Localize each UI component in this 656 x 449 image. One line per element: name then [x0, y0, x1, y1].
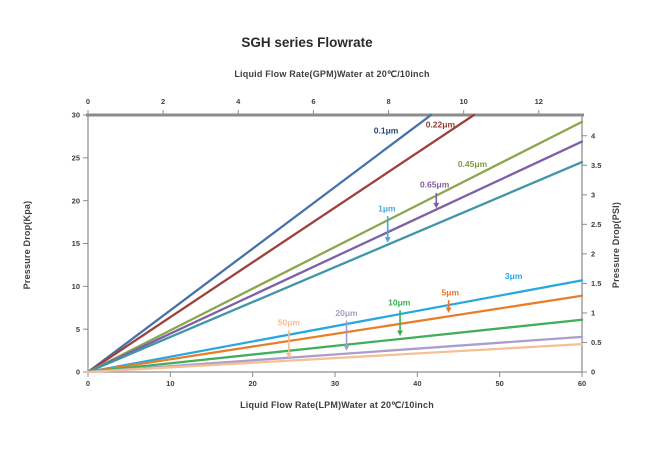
series-line-20μm — [86, 335, 584, 374]
left-tick-label-5: 5 — [76, 325, 80, 334]
bottom-tick-label-0: 0 — [86, 379, 90, 388]
right-tick-label-3.5: 3.5 — [591, 161, 601, 170]
right-tick-label-1: 1 — [591, 309, 595, 318]
top-tick-label-8: 8 — [386, 97, 390, 106]
series-line-0.1μm — [86, 113, 433, 374]
bottom-tick-label-10: 10 — [166, 379, 174, 388]
top-tick-label-0: 0 — [86, 97, 90, 106]
bottom-axis-label: Liquid Flow Rate(LPM)Water at 20℃/10inch — [240, 400, 434, 410]
left-tick-label-20: 20 — [72, 196, 80, 205]
series-label-1μm: 1μm — [378, 203, 396, 213]
series-label-50μm: 50μm — [278, 318, 301, 328]
series-arrow-head-20μm — [343, 345, 350, 351]
series-arrow-head-1μm — [384, 237, 391, 243]
top-tick-label-6: 6 — [311, 97, 315, 106]
left-tick-label-30: 30 — [72, 111, 80, 120]
top-axis-label: Liquid Flow Rate(GPM)Water at 20℃/10inch — [234, 69, 429, 79]
bottom-tick-label-50: 50 — [495, 379, 503, 388]
top-tick-label-10: 10 — [459, 97, 467, 106]
right-tick-label-2: 2 — [591, 249, 595, 258]
right-tick-label-1.5: 1.5 — [591, 279, 601, 288]
series-arrow-head-5μm — [445, 307, 452, 313]
right-tick-label-0: 0 — [591, 368, 595, 377]
right-axis-label: Pressure Drop(PSI) — [611, 202, 621, 288]
series-line-0.65μm — [86, 140, 584, 374]
series-line-1μm — [86, 160, 584, 374]
series-line-0.45μm — [86, 120, 584, 374]
chart-title: SGH series Flowrate — [241, 35, 373, 50]
bottom-tick-label-20: 20 — [248, 379, 256, 388]
series-line-3μm — [86, 279, 584, 374]
top-tick-label-12: 12 — [535, 97, 543, 106]
series-arrow-head-10μm — [397, 330, 404, 337]
series-label-20μm: 20μm — [335, 308, 358, 318]
series-line-0.22μm — [86, 113, 476, 374]
series-label-0.22μm: 0.22μm — [426, 119, 456, 129]
series-label-3μm: 3μm — [505, 271, 523, 281]
left-axis-label: Pressure Drop(Kpa) — [22, 201, 32, 290]
series-annotations: 0.1μm 0.22μm 0.45μm 0.65μm 1μm 3μm 5μm 10μm 20μm… — [278, 119, 523, 359]
right-tick-label-2.5: 2.5 — [591, 220, 601, 229]
top-tick-label-4: 4 — [236, 97, 241, 106]
series-arrow-head-0.65μm — [433, 202, 440, 209]
series-label-5μm: 5μm — [442, 287, 460, 297]
left-tick-label-15: 15 — [72, 239, 80, 248]
bottom-tick-label-60: 60 — [578, 379, 586, 388]
series-arrow-head-50μm — [285, 352, 292, 359]
right-tick-label-3: 3 — [591, 190, 595, 199]
bottom-tick-label-40: 40 — [413, 379, 421, 388]
bottom-tick-label-30: 30 — [331, 379, 339, 388]
series-line-5μm — [86, 294, 584, 374]
series-label-10μm: 10μm — [388, 298, 411, 308]
left-tick-label-10: 10 — [72, 282, 80, 291]
top-tick-label-2: 2 — [161, 97, 165, 106]
axis-ticks: 0 2 4 6 8 10 12 0 10 20 30 40 50 60 0 5 10 15 20 25 30 0 0.5 1 1… — [72, 97, 602, 388]
series-label-0.45μm: 0.45μm — [458, 159, 488, 169]
series-label-0.65μm: 0.65μm — [420, 179, 450, 189]
left-tick-label-25: 25 — [72, 153, 80, 162]
series-line-50μm — [86, 343, 584, 374]
series-line-10μm — [86, 318, 584, 374]
right-tick-label-0.5: 0.5 — [591, 338, 601, 347]
right-tick-label-4: 4 — [591, 131, 596, 140]
series-lines — [86, 113, 584, 374]
left-tick-label-0: 0 — [76, 368, 80, 377]
series-label-0.1μm: 0.1μm — [374, 125, 399, 135]
